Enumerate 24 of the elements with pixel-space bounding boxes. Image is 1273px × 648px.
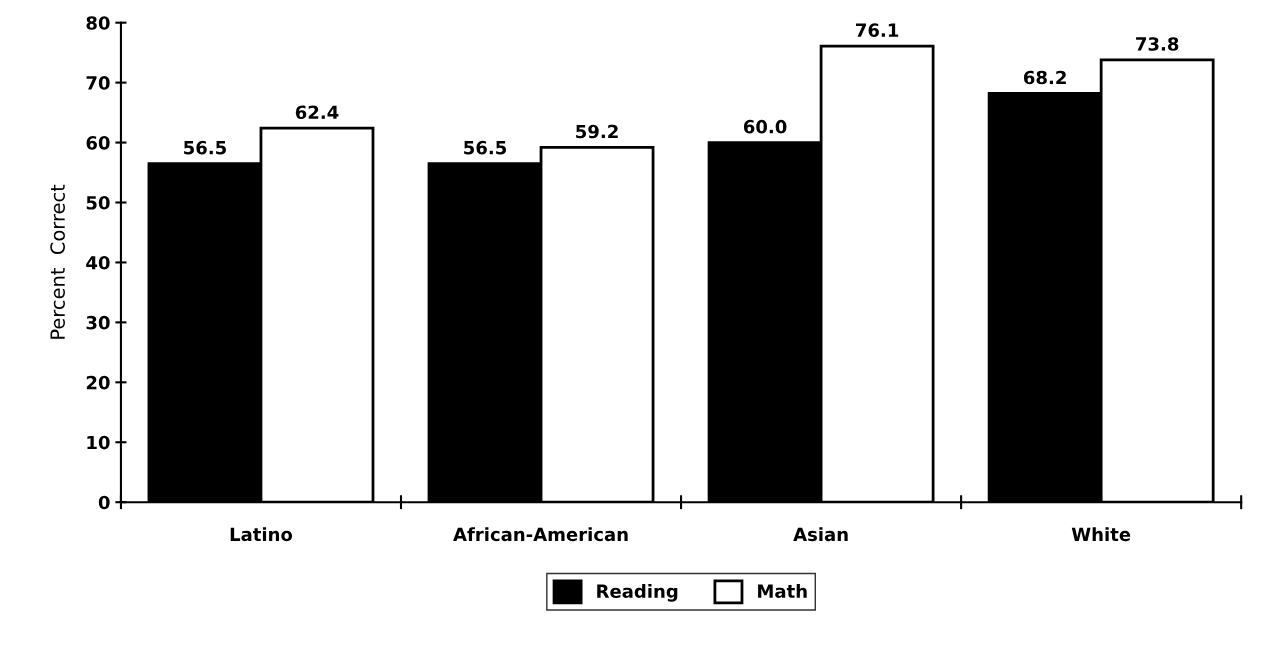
text: 56.5	[184, 140, 226, 155]
text: 60.0	[743, 119, 787, 134]
y-tick-label: 10	[87, 435, 110, 450]
x-tick-label: African-American	[453, 527, 628, 542]
x-tick-label: White	[1071, 527, 1131, 542]
y-tick-label: 40	[86, 255, 110, 270]
y-tick-label: 60	[86, 136, 110, 150]
legend-label: Math	[758, 584, 807, 599]
legend-label: Reading	[597, 584, 678, 602]
text: 73.8	[1136, 37, 1179, 51]
text: 59.2	[576, 124, 618, 139]
text: 68.2	[1023, 70, 1066, 85]
y-tick-label: 70	[86, 76, 110, 90]
text: 56.5	[464, 140, 507, 155]
x-tick-label: Latino	[230, 527, 293, 542]
y-tick-label: 0	[98, 495, 110, 510]
y-axis-title: Percent Correct	[50, 184, 65, 339]
y-tick-label: 80	[86, 16, 110, 30]
text: 76.1	[856, 23, 899, 37]
y-tick-label: 30	[86, 315, 110, 330]
text: 62.4	[295, 105, 339, 120]
y-tick-label: 50	[86, 195, 110, 210]
x-tick-label: Asian	[793, 527, 848, 542]
y-tick-label: 20	[86, 375, 110, 390]
